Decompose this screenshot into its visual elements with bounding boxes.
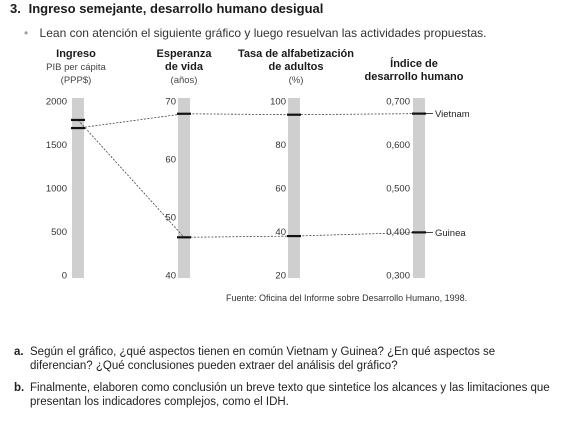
life-title: Esperanza — [156, 48, 212, 60]
tick-label-literacy-4: 20 — [275, 271, 286, 282]
life-unit: (años) — [170, 75, 198, 86]
question-a-text: Según el gráfico, ¿qué aspectos tienen e… — [30, 346, 496, 372]
column-header-income: Ingreso PIB per cápita (PPP$) — [46, 48, 106, 87]
axis-bar-literacy — [288, 98, 300, 278]
axis-bar-life — [178, 98, 190, 278]
literacy-subtitle: de adultos — [268, 61, 324, 73]
source-note: Fuente: Oficina del Informe sobre Desarr… — [226, 293, 468, 303]
tick-label-income-4: 0 — [62, 271, 67, 282]
life-subtitle: de vida — [165, 61, 203, 73]
tick-label-life-2: 50 — [165, 213, 176, 224]
questions-list: a. Según el gráfico, ¿qué aspectos tiene… — [14, 345, 554, 417]
exercise-title: Ingreso semejante, desarrollo humano des… — [28, 1, 324, 16]
column-header-hdi: Índice de desarrollo humano — [364, 58, 463, 84]
series-label-guinea: Guinea — [435, 228, 466, 239]
question-a-letter: a. — [14, 346, 24, 358]
tick-label-literacy-1: 80 — [275, 140, 286, 151]
tick-label-hdi-1: 0,600 — [386, 140, 410, 151]
intro-instruction: • Lean con atención el siguiente gráfico… — [24, 26, 487, 40]
exercise-heading: 3. Ingreso semejante, desarrollo humano … — [10, 1, 323, 16]
literacy-title: Tasa de alfabetización — [238, 48, 354, 60]
series-line-guinea — [77, 119, 420, 238]
tick-label-income-0: 2000 — [46, 97, 67, 108]
series-line-vietnam — [77, 113, 420, 129]
income-subtitle: PIB per cápita — [46, 62, 106, 73]
column-header-life: Esperanza de vida (años) — [156, 48, 211, 87]
axis-bar-hdi — [413, 98, 425, 278]
tick-label-life-3: 40 — [165, 271, 176, 282]
axis-bar-income — [72, 98, 84, 278]
tick-label-life-1: 60 — [165, 155, 176, 166]
column-header-literacy: Tasa de alfabetización de adultos (%) — [238, 48, 354, 87]
question-a: a. Según el gráfico, ¿qué aspectos tiene… — [14, 345, 554, 373]
bullet-icon: • — [24, 26, 29, 40]
series-label-vietnam: Vietnam — [435, 109, 470, 120]
exercise-number: 3. — [10, 1, 21, 16]
intro-text: Lean con atención el siguiente gráfico y… — [39, 26, 487, 40]
question-b: b. Finalmente, elaboren como conclusión … — [14, 381, 554, 409]
hdi-subtitle: desarrollo humano — [364, 71, 464, 83]
tick-label-income-3: 500 — [51, 227, 67, 238]
tick-label-hdi-2: 0,500 — [386, 184, 410, 195]
income-unit: (PPP$) — [60, 75, 92, 86]
tick-label-income-1: 1500 — [46, 140, 67, 151]
income-title: Ingreso — [56, 48, 96, 60]
tick-label-life-0: 70 — [165, 97, 176, 108]
tick-label-hdi-3: 0,400 — [386, 227, 410, 238]
parallel-axis-chart: 2000 1500 1000 500 0 70 60 50 40 100 80 60 40 20 0,700… — [46, 97, 470, 282]
literacy-unit: (%) — [288, 75, 304, 86]
tick-label-literacy-0: 100 — [270, 97, 286, 108]
question-b-text: Finalmente, elaboren como conclusión un … — [30, 382, 550, 408]
question-b-letter: b. — [14, 382, 25, 394]
tick-label-hdi-0: 0,700 — [386, 97, 410, 108]
tick-label-literacy-3: 40 — [275, 227, 286, 238]
hdi-title: Índice de — [390, 58, 438, 70]
tick-label-income-2: 1000 — [46, 184, 67, 195]
tick-label-literacy-2: 60 — [275, 184, 286, 195]
tick-label-hdi-4: 0,300 — [386, 271, 410, 282]
